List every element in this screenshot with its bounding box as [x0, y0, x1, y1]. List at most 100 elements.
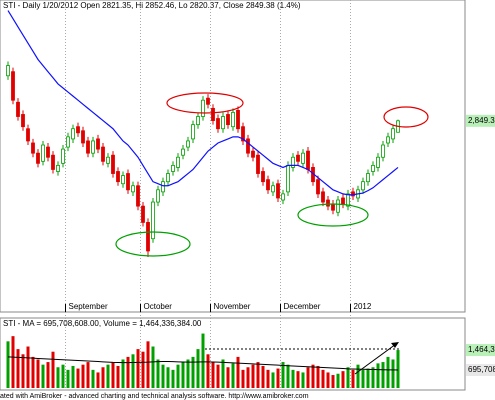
candle-body	[51, 154, 55, 170]
candle-body	[291, 156, 295, 168]
volume-bar	[216, 364, 220, 388]
candle-body	[16, 101, 20, 117]
x-tick-label: October	[144, 302, 173, 311]
candle-body	[26, 128, 30, 142]
candle-body	[381, 144, 385, 158]
volume-bar	[291, 369, 295, 388]
volume-bar	[36, 359, 40, 388]
candle-body	[331, 203, 335, 211]
annotation-oval	[383, 106, 429, 128]
volume-bar	[41, 364, 45, 388]
volume-bar	[396, 350, 400, 388]
candle-body	[56, 164, 60, 172]
candle-body	[266, 179, 270, 191]
volume-bar	[266, 369, 270, 388]
volume-bar	[156, 359, 160, 388]
candle-body	[336, 199, 340, 213]
volume-bar	[86, 362, 90, 388]
volume-bar	[381, 362, 385, 388]
candle-body	[386, 136, 390, 144]
volume-bar	[296, 371, 300, 388]
annotation-oval	[166, 92, 244, 114]
last-price-label: 2,849.38	[468, 116, 495, 125]
volume-bar	[376, 363, 380, 388]
volume-bar	[131, 354, 135, 388]
volume-bar	[241, 369, 245, 388]
x-tick-label: December	[284, 302, 321, 311]
volume-bar	[356, 364, 360, 388]
volume-bar	[11, 336, 15, 388]
volume-bar	[6, 341, 10, 388]
volume-bar	[191, 356, 195, 388]
candle-body	[276, 183, 280, 199]
volume-bar	[301, 372, 305, 388]
volume-bar	[126, 356, 130, 388]
volume-bar	[56, 367, 60, 388]
volume-bar	[386, 356, 390, 388]
candle-body	[376, 156, 380, 168]
volume-bar	[231, 363, 235, 388]
volume-bar	[391, 359, 395, 388]
candle-body	[236, 109, 240, 130]
candle-body	[91, 140, 95, 154]
volume-bar	[336, 373, 340, 388]
volume-bar	[346, 367, 350, 388]
candle-body	[256, 154, 260, 174]
candle-body	[106, 156, 110, 164]
volume-bar	[176, 364, 180, 388]
candle-body	[161, 181, 165, 193]
candle-body	[71, 128, 75, 140]
candle-body	[186, 140, 190, 148]
candle-body	[151, 201, 155, 240]
candle-body	[171, 164, 175, 172]
candle-body	[116, 171, 120, 183]
candle-body	[21, 114, 25, 128]
last-ma-label: 695,708	[468, 365, 495, 374]
volume-bar	[271, 372, 275, 388]
volume-bar	[76, 368, 80, 388]
marks: September October November December 2012 2,84…	[6, 0, 495, 390]
candle-body	[286, 164, 290, 193]
volume-bar	[96, 372, 100, 388]
candle-body	[341, 197, 345, 205]
candle-body	[191, 124, 195, 140]
volume-bar	[201, 333, 205, 388]
candle-body	[301, 152, 305, 164]
annotation-oval	[297, 203, 369, 227]
arrow-head	[391, 342, 399, 348]
candle-body	[216, 118, 220, 130]
candle-body	[146, 222, 150, 252]
candle-body	[121, 175, 125, 185]
volume-bar	[111, 362, 115, 388]
volume-bar	[151, 346, 155, 388]
last-price-box	[466, 114, 495, 127]
candle-body	[126, 173, 130, 191]
candle-body	[321, 191, 325, 203]
annotation-arrow	[354, 343, 397, 375]
candle-body	[221, 116, 225, 130]
volume-bar	[51, 351, 55, 388]
volume-bar	[186, 359, 190, 388]
candle-body	[366, 173, 370, 183]
candle-body	[196, 116, 200, 126]
candle-body	[306, 150, 310, 170]
volume-bar	[236, 356, 240, 388]
x-tick-label: 2012	[354, 302, 372, 311]
volume-bar	[321, 369, 325, 388]
volume-bar	[206, 354, 210, 388]
annotation-oval	[115, 231, 191, 257]
candle-body	[226, 114, 230, 126]
volume-bar	[316, 365, 320, 388]
candle-body	[241, 126, 245, 142]
candle-body	[61, 148, 65, 164]
volume-bar	[196, 349, 200, 388]
volume-bar	[211, 362, 215, 388]
volume-bar	[226, 367, 230, 388]
candle-body	[371, 164, 375, 172]
candle-body	[166, 173, 170, 183]
candle-body	[211, 107, 215, 121]
candle-body	[316, 179, 320, 195]
volume-bar	[101, 367, 105, 388]
volume-bar	[181, 362, 185, 388]
